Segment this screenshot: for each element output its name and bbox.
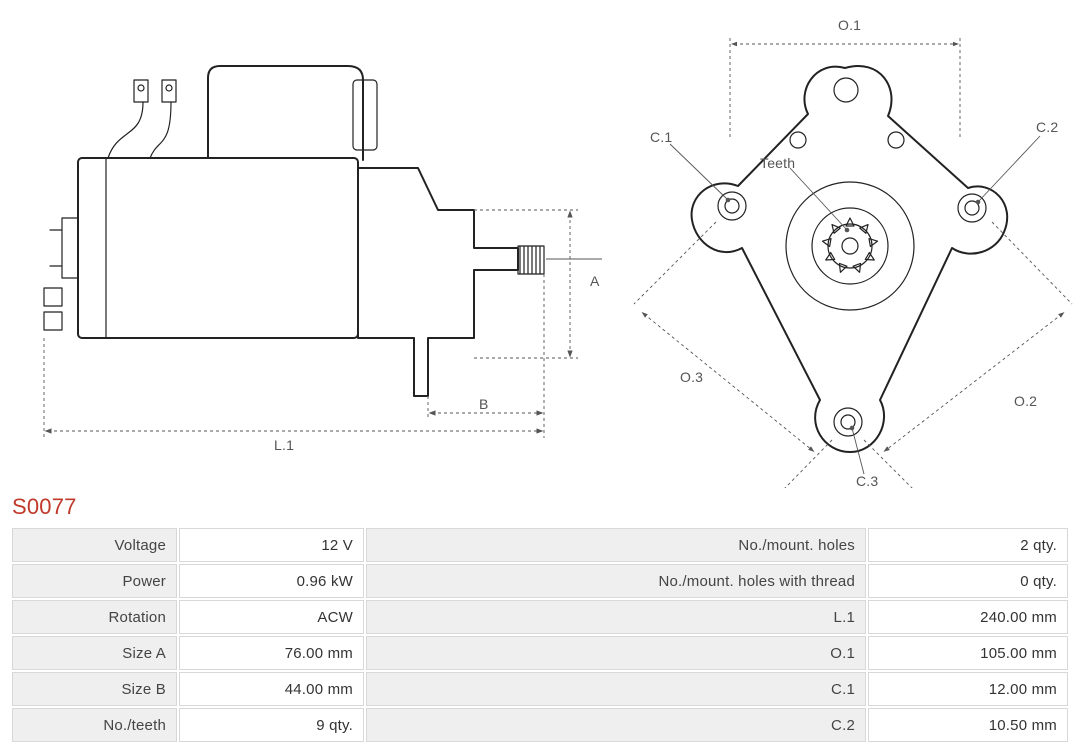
dim-l1-label: L.1 (274, 437, 294, 453)
table-row: Size A76.00 mmO.1105.00 mm (12, 636, 1068, 670)
spec-key: C.1 (366, 672, 866, 706)
table-row: Power0.96 kWNo./mount. holes with thread… (12, 564, 1068, 598)
side-view-diagram: A B L.1 (18, 18, 608, 468)
table-row: No./teeth9 qty.C.210.50 mm (12, 708, 1068, 742)
spec-key: Power (12, 564, 177, 598)
spec-value: ACW (179, 600, 364, 634)
spec-value: 2 qty. (868, 528, 1068, 562)
spec-value: 0.96 kW (179, 564, 364, 598)
spec-key: Rotation (12, 600, 177, 634)
dim-o1-label: O.1 (838, 17, 861, 33)
spec-value: 10.50 mm (868, 708, 1068, 742)
spec-key: Size B (12, 672, 177, 706)
spec-key: No./mount. holes with thread (366, 564, 866, 598)
dim-c1-label: C.1 (650, 129, 672, 145)
spec-value: 76.00 mm (179, 636, 364, 670)
spec-value: 0 qty. (868, 564, 1068, 598)
spec-key: O.1 (366, 636, 866, 670)
spec-value: 240.00 mm (868, 600, 1068, 634)
dim-teeth-label: Teeth (760, 155, 795, 171)
figures-area: A B L.1 (10, 8, 1070, 488)
table-row: Size B44.00 mmC.112.00 mm (12, 672, 1068, 706)
spec-key: No./mount. holes (366, 528, 866, 562)
dim-o2-label: O.2 (1014, 393, 1037, 409)
spec-value: 12 V (179, 528, 364, 562)
table-row: Voltage12 VNo./mount. holes2 qty. (12, 528, 1068, 562)
dim-b-label: B (479, 396, 489, 412)
spec-key: C.2 (366, 708, 866, 742)
dim-o3-label: O.3 (680, 369, 703, 385)
spec-table: Voltage12 VNo./mount. holes2 qty.Power0.… (10, 526, 1070, 744)
dim-c2-label: C.2 (1036, 119, 1058, 135)
page-root: A B L.1 (0, 0, 1080, 720)
spec-value: 12.00 mm (868, 672, 1068, 706)
part-number-title: S0077 (12, 494, 1070, 520)
front-view-diagram: O.1 (620, 8, 1080, 488)
spec-value: 9 qty. (179, 708, 364, 742)
spec-key: Voltage (12, 528, 177, 562)
dim-c3-label: C.3 (856, 473, 878, 488)
spec-key: No./teeth (12, 708, 177, 742)
dim-a-label: A (590, 273, 600, 289)
table-row: RotationACWL.1240.00 mm (12, 600, 1068, 634)
spec-value: 44.00 mm (179, 672, 364, 706)
spec-value: 105.00 mm (868, 636, 1068, 670)
spec-key: L.1 (366, 600, 866, 634)
spec-key: Size A (12, 636, 177, 670)
